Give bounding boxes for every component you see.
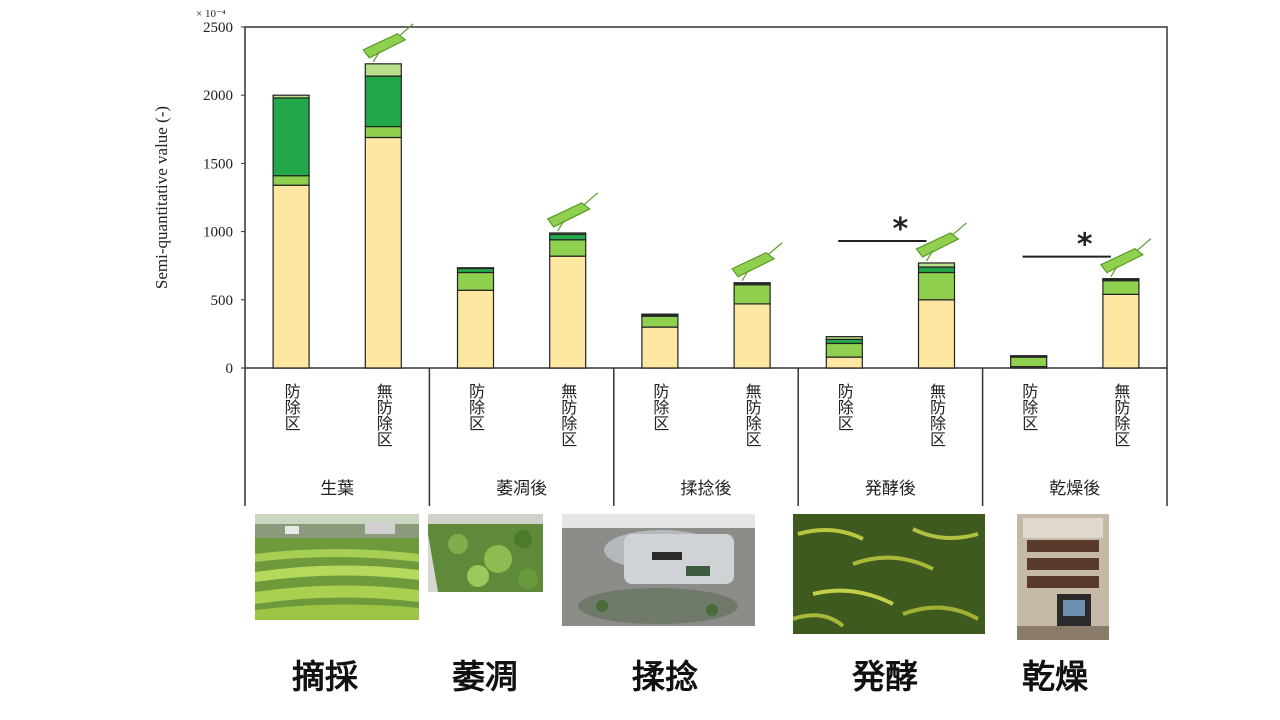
drying-machine-image	[1017, 514, 1109, 640]
y-tick-label-4: 2000	[203, 88, 233, 104]
caption-fermenting: 発酵	[852, 657, 918, 696]
bar-label-2-1: 無防除区	[743, 383, 762, 447]
bar-3-1-segment-2	[917, 266, 956, 274]
bar-1-0-segment-3	[456, 267, 495, 270]
bar-0-0-segment-0	[272, 184, 310, 369]
bar-0-1-segment-0	[364, 136, 402, 369]
caption-plucking: 摘採	[292, 657, 358, 696]
y-tick-label-1: 500	[211, 293, 234, 309]
bar-4-0-segment-3	[1010, 355, 1048, 358]
bar-4-1-segment-0	[1102, 293, 1140, 369]
caption-rolling: 揉捻	[632, 657, 698, 696]
group-label-0: 生葉	[320, 479, 354, 499]
bar-1-1-segment-3	[549, 232, 587, 235]
bar-3-0-segment-2	[825, 338, 863, 345]
leafhopper-leg-1	[557, 220, 565, 232]
bar-label-1-0: 防除区	[466, 383, 485, 431]
leafhopper-antenna-2	[767, 242, 783, 256]
bar-1-1-segment-2	[549, 233, 587, 241]
significance-marker-3: *	[892, 212, 908, 247]
leafhopper-icon-2	[731, 252, 776, 278]
bar-2-0-segment-0	[641, 326, 679, 369]
rolling-machine-image	[562, 514, 755, 626]
bar-0-0-segment-2	[272, 97, 310, 177]
y-tick-label-5: 2500	[203, 20, 233, 36]
bar-4-0-segment-1	[1010, 356, 1048, 368]
bar-0-1-segment-1	[364, 125, 402, 139]
drying-machine-photo	[1017, 514, 1109, 640]
bar-2-1-segment-3	[733, 282, 771, 285]
bar-label-1-1: 無防除区	[558, 383, 577, 447]
leafhopper-icon-1	[546, 202, 591, 228]
bar-label-4-0: 防除区	[1019, 383, 1038, 431]
group-label-1: 萎凋後	[496, 479, 547, 499]
bar-label-4-1: 無防除区	[1111, 383, 1130, 447]
withering-leaves-image	[428, 514, 543, 592]
bar-0-0-segment-1	[272, 175, 310, 186]
tea-field-image	[255, 514, 419, 620]
fermented-leaves-photo	[793, 514, 985, 634]
group-label-2: 揉捻後	[681, 479, 732, 499]
bar-label-3-1: 無防除区	[927, 383, 946, 447]
y-exponent-label: × 10⁻⁴	[196, 8, 226, 20]
bar-1-1-segment-0	[549, 255, 587, 369]
bar-3-0-segment-0	[825, 356, 863, 369]
bar-label-0-1: 無防除区	[374, 383, 393, 447]
bar-0-1-segment-3	[364, 63, 402, 77]
caption-withering: 萎凋	[452, 657, 518, 696]
bar-1-0-segment-1	[456, 271, 495, 291]
y-tick-label-3: 1500	[203, 156, 233, 172]
y-tick-label-0: 0	[226, 361, 234, 377]
bar-4-1-segment-3	[1102, 278, 1140, 280]
withering-leaves-photo	[428, 514, 543, 592]
fermented-leaves-image	[793, 514, 985, 634]
leafhopper-leg-4	[1110, 266, 1118, 277]
leafhopper-leg-3	[925, 250, 934, 262]
bar-3-1-segment-3	[917, 262, 956, 268]
y-tick-label-2: 1000	[203, 225, 233, 241]
bar-1-0-segment-0	[456, 289, 495, 369]
leafhopper-leg-2	[741, 270, 749, 282]
bar-2-1-segment-0	[733, 303, 771, 369]
bar-3-0-segment-1	[825, 342, 863, 358]
bar-0-1-segment-2	[364, 75, 402, 128]
bar-2-0-segment-1	[641, 315, 679, 328]
bar-4-1-segment-1	[1102, 280, 1140, 295]
bar-0-0-segment-3	[272, 94, 310, 99]
bar-1-0-segment-2	[456, 267, 495, 274]
bar-label-0-0: 防除区	[282, 383, 301, 431]
tea-field-photo	[255, 514, 419, 620]
leafhopper-icon-0	[362, 33, 407, 59]
bar-3-0-segment-3	[825, 336, 863, 340]
significance-marker-4: *	[1077, 228, 1093, 263]
rolling-machine-photo	[562, 514, 755, 626]
leafhopper-leg-0	[372, 51, 380, 63]
bar-3-1-segment-0	[917, 299, 956, 369]
bar-label-3-0: 防除区	[835, 383, 854, 431]
leafhopper-antenna-0	[398, 23, 414, 37]
bar-2-1-segment-1	[733, 284, 771, 305]
leafhopper-icon-3	[915, 232, 960, 258]
leafhopper-antenna-3	[952, 222, 967, 236]
bar-2-0-segment-3	[641, 313, 679, 316]
bar-1-1-segment-1	[549, 239, 587, 257]
bar-label-2-0: 防除区	[650, 383, 669, 431]
bar-3-1-segment-1	[917, 271, 956, 301]
leafhopper-icon-4	[1099, 247, 1145, 274]
group-label-4: 乾燥後	[1049, 479, 1100, 499]
leafhopper-antenna-4	[1136, 238, 1152, 252]
leafhopper-antenna-1	[583, 192, 599, 206]
caption-drying: 乾燥	[1022, 657, 1088, 696]
plot-frame	[244, 26, 1168, 369]
group-label-3: 発酵後	[865, 479, 916, 499]
y-axis-label: Semi-quantitative value (-)	[152, 106, 171, 289]
plot-area: 0 500 1000 1500 2000 2500× 10⁻⁴ Semi-quantitat…	[152, 8, 1168, 506]
